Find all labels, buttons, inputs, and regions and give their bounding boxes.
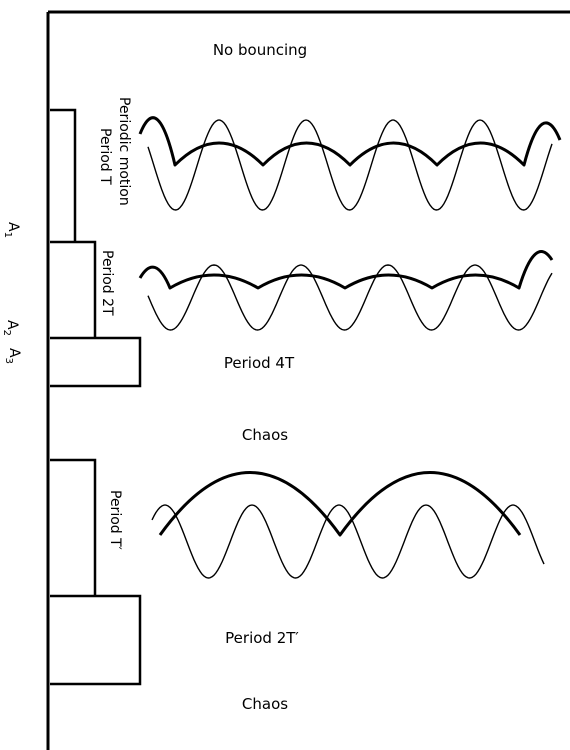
bar-period-2t — [50, 240, 97, 338]
label-period-t: Period T — [97, 128, 113, 185]
ball-arcs-period-t — [138, 116, 562, 167]
label-period-4t: Period 4T — [224, 354, 295, 372]
label-no-bouncing: No bouncing — [213, 41, 307, 59]
label-period-t-prime: Period T′ — [107, 490, 123, 550]
table-wave-period-t — [147, 119, 553, 211]
svg-text:A3: A3 — [3, 348, 22, 364]
label-periodic-motion: Periodic motion — [116, 97, 132, 206]
bar-period-t — [50, 108, 77, 242]
amp-a2-letter: A — [4, 320, 20, 330]
bar-period-t-prime — [50, 458, 97, 596]
amp-a3-index: 3 — [3, 358, 14, 364]
amp-a1-index: 1 — [2, 232, 13, 238]
amplitude-label-a1: A1 — [2, 222, 21, 238]
ball-arcs-period-2t — [138, 250, 554, 290]
svg-text:A2: A2 — [1, 320, 20, 336]
amplitude-label-a3: A3 — [3, 348, 22, 364]
label-chaos-1: Chaos — [242, 426, 288, 444]
amp-a2-index: 2 — [1, 330, 12, 336]
label-period-2t: Period 2T — [99, 250, 115, 316]
table-wave-period-t-prime — [151, 504, 545, 579]
table-wave-period-2t — [147, 264, 553, 331]
ball-arcs-period-t-prime — [158, 471, 522, 537]
diagram-frame — [46, 10, 570, 750]
amp-a3-letter: A — [6, 348, 22, 358]
bar-period-2t-prime — [50, 594, 142, 686]
label-chaos-2: Chaos — [242, 695, 288, 713]
amplitude-bars — [50, 108, 142, 686]
trajectory-waves — [138, 116, 562, 579]
label-period-2t-prime: Period 2T′ — [225, 629, 299, 647]
bar-period-4t — [50, 336, 142, 388]
amp-a1-letter: A — [5, 222, 21, 232]
amplitude-label-a2: A2 — [1, 320, 20, 336]
svg-text:A1: A1 — [2, 222, 21, 238]
